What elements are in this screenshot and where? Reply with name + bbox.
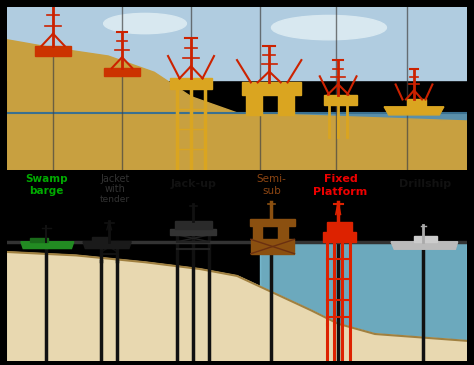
Bar	[414, 235, 437, 242]
Bar	[246, 95, 262, 115]
Text: Jacket: Jacket	[100, 174, 130, 184]
Bar	[242, 82, 301, 95]
Bar	[323, 232, 356, 242]
Text: tender: tender	[100, 195, 130, 204]
Bar	[30, 238, 48, 242]
Bar	[324, 95, 356, 105]
Polygon shape	[21, 242, 74, 249]
Bar	[92, 237, 108, 242]
Text: Semi-: Semi-	[256, 174, 286, 184]
Bar	[327, 222, 352, 232]
Text: Fixed: Fixed	[324, 174, 357, 184]
Polygon shape	[391, 242, 458, 249]
Text: sub: sub	[262, 186, 281, 196]
Text: Swamp: Swamp	[25, 174, 67, 184]
Text: Platform: Platform	[313, 187, 367, 197]
Text: with: with	[105, 184, 126, 194]
Bar	[104, 68, 140, 76]
Bar	[278, 95, 294, 115]
Bar	[170, 78, 212, 88]
Bar	[253, 226, 262, 239]
Bar	[407, 100, 426, 107]
Text: Jack-up: Jack-up	[170, 179, 216, 189]
Ellipse shape	[272, 15, 386, 40]
Bar	[278, 226, 288, 239]
Text: barge: barge	[29, 186, 64, 196]
Polygon shape	[83, 242, 131, 249]
Bar	[250, 219, 295, 226]
Bar	[7, 113, 467, 170]
Bar	[170, 229, 216, 235]
Bar	[175, 221, 212, 229]
Bar	[251, 239, 294, 254]
Polygon shape	[7, 252, 467, 361]
Bar	[260, 242, 467, 361]
Polygon shape	[7, 40, 467, 170]
Bar	[35, 46, 72, 56]
Ellipse shape	[104, 14, 186, 34]
Polygon shape	[237, 276, 467, 361]
Bar	[7, 7, 467, 80]
Polygon shape	[384, 107, 444, 115]
Text: Drillship: Drillship	[400, 179, 452, 189]
